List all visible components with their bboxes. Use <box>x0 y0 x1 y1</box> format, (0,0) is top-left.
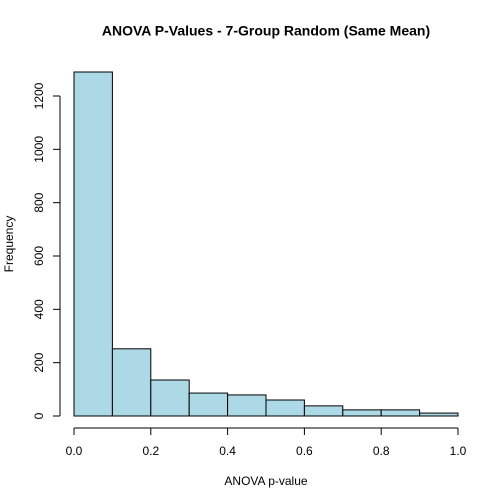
x-tick-label: 0.4 <box>219 444 236 458</box>
bar <box>150 379 190 417</box>
x-tick-label: 0.0 <box>66 444 83 458</box>
y-axis-label: Frequency <box>2 216 16 273</box>
x-tick-label: 1.0 <box>450 444 467 458</box>
bar <box>73 71 113 417</box>
bar <box>303 405 344 417</box>
bar <box>227 394 267 417</box>
x-axis-label: ANOVA p-value <box>224 474 307 488</box>
y-tick-label: 0 <box>32 412 46 419</box>
bar <box>342 409 382 417</box>
x-tick-label: 0.8 <box>373 444 390 458</box>
bar <box>419 412 459 417</box>
y-tick-label: 1000 <box>32 136 46 163</box>
y-tick-label: 200 <box>32 352 46 372</box>
x-tick-label: 0.6 <box>296 444 313 458</box>
bar <box>380 409 421 417</box>
y-tick-label: 1200 <box>32 82 46 109</box>
bar <box>188 392 229 417</box>
bar <box>265 399 305 417</box>
bar <box>111 348 152 417</box>
chart-title: ANOVA P-Values - 7-Group Random (Same Me… <box>102 23 430 39</box>
y-tick-label: 600 <box>32 246 46 266</box>
y-tick-label: 400 <box>32 299 46 319</box>
y-tick-label: 800 <box>32 192 46 212</box>
x-tick-label: 0.2 <box>142 444 159 458</box>
